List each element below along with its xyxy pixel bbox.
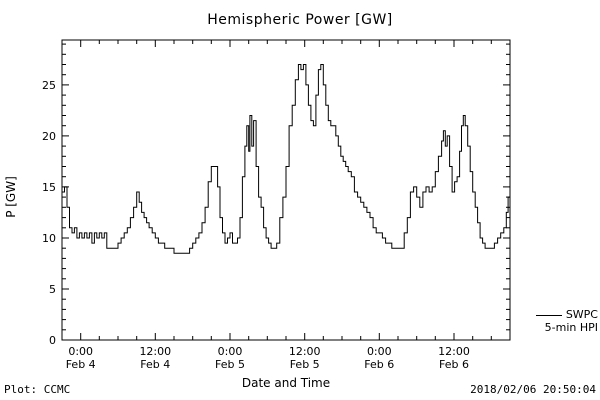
x-tick-time-label: 0:00 bbox=[68, 345, 93, 358]
legend-series-label: 5-min HPI bbox=[544, 321, 598, 334]
x-tick-date-label: Feb 4 bbox=[66, 358, 96, 371]
x-tick-time-label: 12:00 bbox=[139, 345, 171, 358]
data-line bbox=[62, 64, 511, 254]
legend-row-source: SWPC bbox=[535, 308, 598, 321]
y-tick-label: 25 bbox=[42, 79, 56, 92]
x-tick-time-label: 12:00 bbox=[289, 345, 321, 358]
x-tick-date-label: Feb 6 bbox=[439, 358, 469, 371]
timestamp: 2018/02/06 20:50:04 bbox=[470, 383, 596, 396]
x-tick-date-label: Feb 6 bbox=[364, 358, 394, 371]
legend-line-sample bbox=[535, 314, 562, 316]
legend-source-label: SWPC bbox=[565, 308, 598, 321]
y-tick-label: 10 bbox=[42, 232, 56, 245]
x-tick-time-label: 0:00 bbox=[218, 345, 243, 358]
plot-credit: Plot: CCMC bbox=[4, 383, 71, 396]
x-tick-date-label: Feb 4 bbox=[140, 358, 170, 371]
x-tick-date-label: Feb 5 bbox=[215, 358, 245, 371]
y-axis-label: P [GW] bbox=[4, 176, 18, 218]
x-tick-time-label: 12:00 bbox=[438, 345, 470, 358]
y-tick-label: 15 bbox=[42, 181, 56, 194]
y-tick-label: 20 bbox=[42, 130, 56, 143]
x-tick-date-label: Feb 5 bbox=[290, 358, 320, 371]
x-tick-time-label: 0:00 bbox=[367, 345, 392, 358]
y-tick-label: 5 bbox=[49, 283, 56, 296]
y-tick-label: 0 bbox=[49, 334, 56, 347]
chart-title: Hemispheric Power [GW] bbox=[207, 12, 393, 28]
x-axis-label: Date and Time bbox=[241, 376, 331, 390]
legend: SWPC 5-min HPI bbox=[535, 308, 598, 334]
